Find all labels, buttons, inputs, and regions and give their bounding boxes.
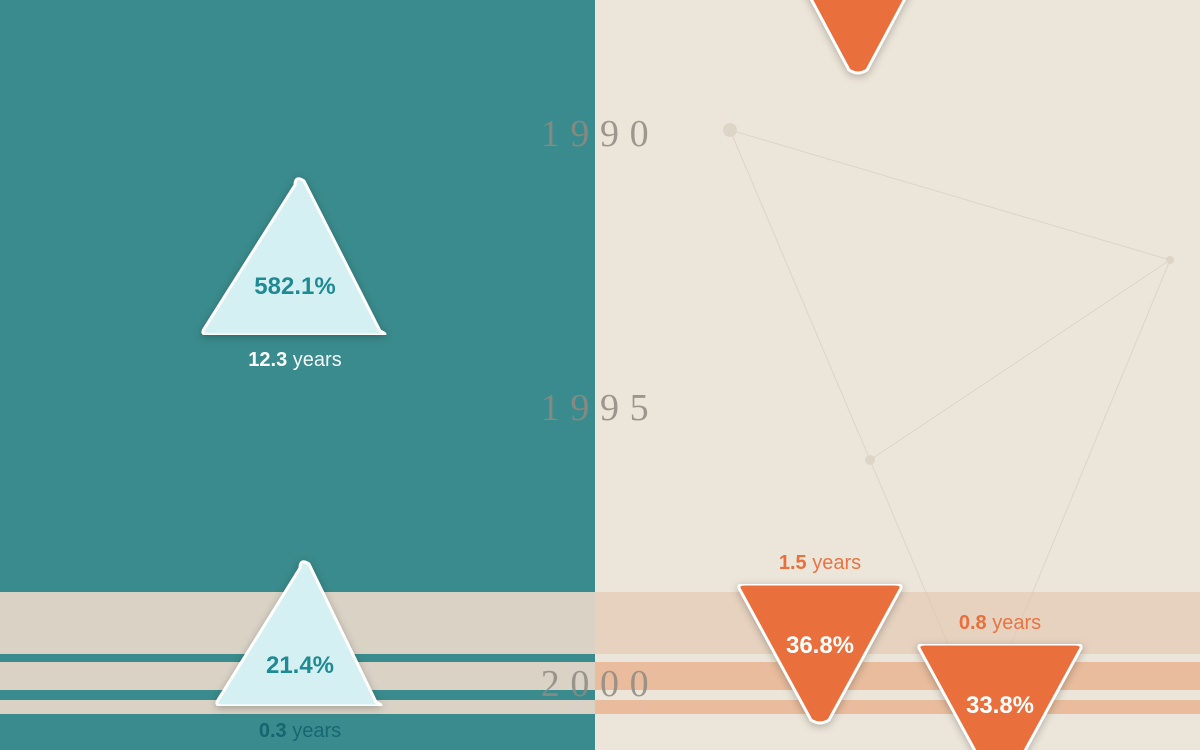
triangle-up-582: 582.1%12.3 years [200,175,390,335]
triangle-up-icon [200,175,390,335]
year-label: 1995 [541,386,660,430]
triangle-up-icon [214,558,386,706]
triangle-years-unit: years [807,552,861,574]
triangle-years-value: 0.3 [259,720,287,742]
triangle-years-unit: years [287,720,341,742]
year-label: 1990 [541,112,660,156]
triangle-down-33: 33.8%0.8 years [916,644,1084,750]
triangle-years-value: 12.3 [248,349,287,371]
year-label: 2000 [541,662,660,706]
triangle-years-value: 0.8 [959,612,987,634]
triangle-down-36: 36.8%1.5 years [736,584,904,726]
triangle-years-unit: years [287,349,341,371]
triangle-percent: 582.1% [254,273,335,301]
triangle-percent: 36.8% [786,632,854,660]
infographic-canvas: 199019952000582.1%12.3 years21.4%0.3 yea… [0,0,1200,750]
triangle-years: 0.3 years [259,720,341,743]
triangle-percent: 21.4% [266,652,334,680]
triangle-up-21: 21.4%0.3 years [214,558,386,706]
triangle-down-top [798,0,918,76]
triangle-down-icon [798,0,918,76]
triangle-years: 0.8 years [959,612,1041,635]
triangle-years-value: 1.5 [779,552,807,574]
triangle-years: 12.3 years [248,349,341,372]
triangle-years-unit: years [987,612,1041,634]
triangle-percent: 33.8% [966,692,1034,720]
triangle-years: 1.5 years [779,552,861,575]
